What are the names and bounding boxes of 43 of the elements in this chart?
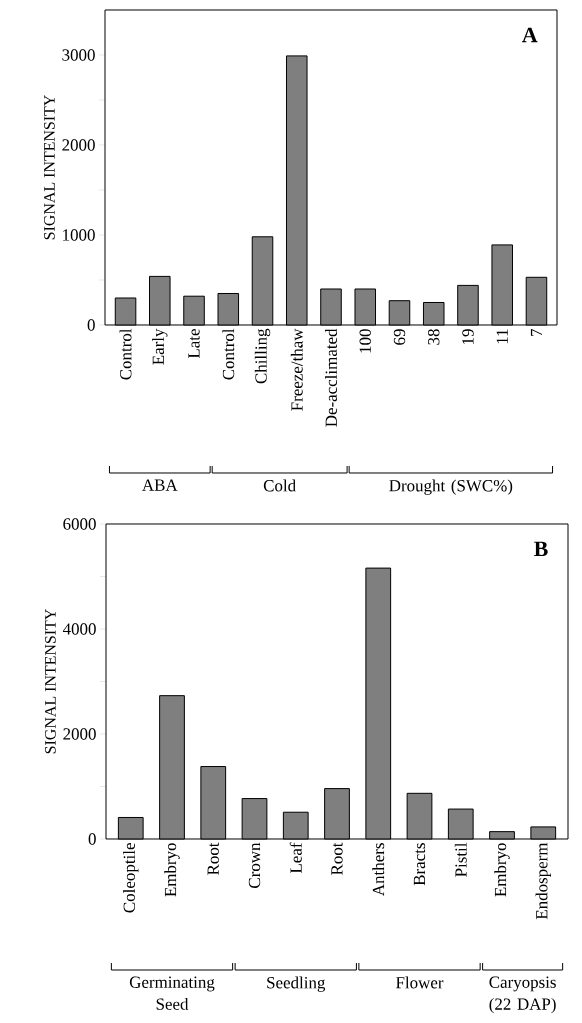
text: Caryopsis (22 DAP) [489, 976, 556, 1014]
x-tick-label: Freeze/thaw [290, 328, 303, 411]
x-tick-label: Chilling [254, 328, 271, 384]
x-tick-label: Anthers [372, 843, 385, 896]
x-tick-label: Embryo [494, 843, 510, 897]
x-tick-label: Root [207, 842, 219, 875]
text: Cold [263, 479, 296, 492]
text: A [522, 27, 538, 43]
x-tick-label: 38 [428, 329, 440, 345]
y-tick-label: 6000 [63, 518, 96, 530]
y-tick-label: 3000 [62, 49, 95, 61]
x-tick-label: Endosperm [535, 842, 551, 920]
text: Drought (SWC%) [389, 479, 513, 495]
y-axis-title: SIGNAL INTENSITY [44, 95, 55, 240]
y-axis-title: SIGNAL INTENSITY [45, 609, 56, 754]
x-tick-label: Control [119, 328, 132, 380]
y-tick-label: 4000 [62, 623, 96, 635]
text: B [534, 541, 548, 557]
text: Germinating Seed [129, 976, 215, 1010]
text: Seedling [267, 976, 326, 992]
y-tick-label: 0 [87, 319, 95, 331]
x-tick-label: 11 [496, 329, 508, 344]
x-tick-label: De-acclimated [325, 328, 337, 427]
x-tick-label: 19 [462, 329, 474, 344]
y-tick-label: 2000 [62, 139, 95, 151]
y-tick-label: 0 [88, 833, 96, 845]
x-tick-label: Early [152, 328, 168, 365]
x-tick-label: Control [222, 328, 235, 380]
x-tick-label: 69 [393, 329, 406, 345]
text: Flower [396, 976, 444, 989]
x-tick-label: Bracts [413, 843, 426, 886]
text: ABA [142, 479, 178, 491]
x-tick-label: Pistil [454, 842, 467, 877]
x-tick-label: 100 [359, 329, 371, 353]
x-tick-label: Late [188, 329, 200, 359]
x-tick-label: 7 [530, 329, 542, 336]
y-tick-label: 1000 [63, 229, 95, 241]
x-tick-label: Embryo [164, 843, 180, 897]
y-tick-label: 2000 [63, 728, 96, 740]
x-tick-label: Coleoptile [123, 843, 139, 913]
x-tick-label: Leaf [289, 842, 302, 874]
x-tick-label: Root [331, 842, 343, 875]
x-tick-label: Crown [248, 842, 261, 888]
